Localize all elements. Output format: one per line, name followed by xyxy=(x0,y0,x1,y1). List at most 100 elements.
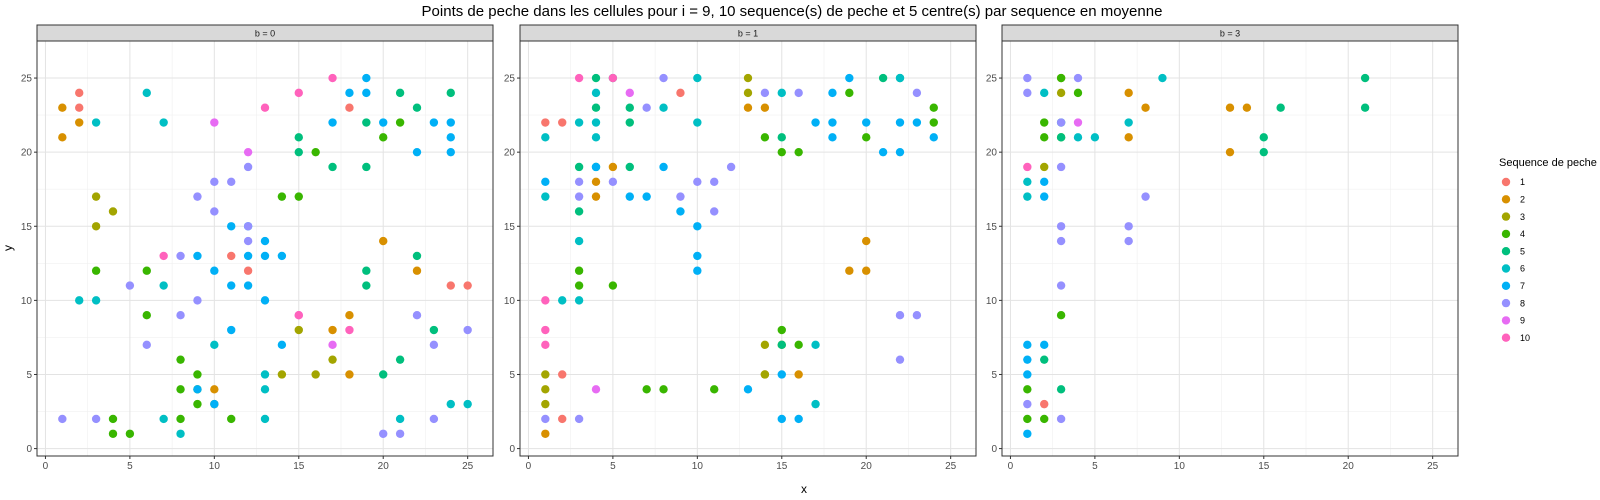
data-point: 2, 6 xyxy=(1040,355,1049,364)
data-point: 13, 4 xyxy=(260,385,270,394)
data-point: 7, 15 xyxy=(1124,222,1133,231)
y-tick-label: 25 xyxy=(504,74,516,85)
data-point: 1, 5 xyxy=(541,370,550,379)
facet-strip xyxy=(36,24,494,42)
data-point: 20, 12 xyxy=(862,266,871,275)
data-point: 1, 4 xyxy=(541,385,550,394)
data-point: 17, 22 xyxy=(328,118,337,127)
data-point: 17, 7 xyxy=(328,340,337,350)
data-point: 3, 21 xyxy=(1056,133,1066,142)
data-point: 2, 24 xyxy=(75,88,84,98)
data-point: 21, 6 xyxy=(395,355,405,364)
data-point: 10, 15 xyxy=(693,222,702,231)
data-point: 19, 19 xyxy=(362,162,371,172)
data-point: 19, 12 xyxy=(362,266,371,275)
data-point: 19, 22 xyxy=(362,118,371,127)
data-points: 1, 222, 229, 242, 52, 21, 14, 174, 185, … xyxy=(541,73,938,438)
data-point: 15, 21 xyxy=(294,133,303,142)
data-point: 9, 17 xyxy=(676,192,685,201)
data-point: 15, 8 xyxy=(777,325,786,335)
y-tick-label: 20 xyxy=(986,148,998,159)
data-points: 2, 24 2, 23 11, 13 12, 12 24, 11 25, 11 18, 23… xyxy=(58,73,472,438)
data-point: 6, 22 xyxy=(625,118,634,127)
data-point: 16, 20 xyxy=(311,147,320,157)
data-point: 4, 21 xyxy=(1073,133,1083,142)
data-point: 5, 1 xyxy=(125,429,135,438)
data-point: 18, 23 xyxy=(345,103,354,112)
data-point: 3, 2 xyxy=(574,414,584,424)
data-point: 8, 17 xyxy=(1141,192,1150,201)
data-point: 7, 23 xyxy=(642,103,651,112)
data-point: 16, 7 xyxy=(794,340,803,350)
data-point: 3, 16 xyxy=(574,207,584,216)
data-point: 22, 20 xyxy=(412,147,422,157)
x-tick-label: 25 xyxy=(1427,461,1439,472)
data-point: 1, 18 xyxy=(1023,177,1032,187)
data-point: 5, 19 xyxy=(608,162,618,172)
legend-key xyxy=(1501,316,1511,325)
data-point: 1, 21 xyxy=(541,133,550,142)
data-point: 1, 5 xyxy=(1023,370,1032,379)
y-tick-label: 10 xyxy=(21,296,33,307)
data-point: 12, 20 xyxy=(243,147,253,157)
y-tick-label: 0 xyxy=(991,444,997,455)
data-point: 10, 18 xyxy=(693,177,702,187)
data-point: 1, 3 xyxy=(1023,399,1032,409)
data-point: 2, 5 xyxy=(558,370,567,379)
data-point: 20, 14 xyxy=(379,236,388,246)
data-point: 20, 22 xyxy=(379,118,388,127)
legend-item: 7 xyxy=(1501,281,1525,291)
data-point: 22, 13 xyxy=(412,251,422,261)
data-point: 14, 21 xyxy=(760,133,770,142)
data-point: 12, 19 xyxy=(726,162,736,172)
legend-key xyxy=(1501,229,1511,239)
data-point: 24, 21 xyxy=(446,133,455,142)
data-point: 7, 11 xyxy=(159,281,168,290)
data-point: 23, 9 xyxy=(912,310,922,320)
data-point: 3, 19 xyxy=(574,162,584,172)
data-point: 1, 1 xyxy=(541,429,550,438)
plot-background xyxy=(37,41,493,456)
data-point: 2, 23 xyxy=(75,103,84,112)
data-point: 7, 13 xyxy=(159,251,168,261)
gridlines xyxy=(1002,41,1458,456)
data-point: 24, 21 xyxy=(929,133,938,142)
data-point: 8, 6 xyxy=(176,355,185,364)
data-point: 1, 22 xyxy=(541,118,550,127)
data-point: 13, 23 xyxy=(260,103,270,112)
data-point: 5, 21 xyxy=(1090,133,1100,142)
facet-panel: 1, 222, 229, 242, 52, 21, 14, 174, 185, … xyxy=(504,24,977,472)
plot-background xyxy=(1002,41,1458,456)
data-point: 12, 13 xyxy=(243,251,253,261)
legend-item: 6 xyxy=(1501,264,1525,274)
data-point: 10, 18 xyxy=(210,177,219,187)
data-point: 24, 24 xyxy=(446,88,455,98)
data-point: 3, 15 xyxy=(91,222,101,231)
legend: Sequence de peche 1 2 3 4 5 6 7 8 9 10 xyxy=(1499,157,1597,343)
legend-label: 7 xyxy=(1520,281,1525,291)
data-point: 16, 24 xyxy=(794,88,803,98)
data-point: 15, 9 xyxy=(294,310,303,320)
x-tick-label: 15 xyxy=(1258,461,1270,472)
x-tick-label: 0 xyxy=(526,461,532,472)
legend-key xyxy=(1501,212,1511,221)
data-point: 17, 3 xyxy=(811,399,820,409)
data-point: 8, 4 xyxy=(176,385,185,394)
data-point: 13, 23 xyxy=(743,103,753,112)
data-points: 2, 3 7, 24 7, 21 8, 23 13, 23 14, 23 13, 20 2, … xyxy=(1023,73,1370,438)
data-point: 21, 25 xyxy=(1360,73,1370,83)
facet-strip-label: b = 1 xyxy=(738,29,758,39)
data-point: 15, 17 xyxy=(294,192,303,201)
x-tick-label: 20 xyxy=(378,461,390,472)
data-point: 1, 1 xyxy=(1023,429,1032,438)
data-point: 10, 7 xyxy=(210,340,219,350)
x-tick-label: 15 xyxy=(776,461,788,472)
data-point: 13, 14 xyxy=(260,236,270,246)
data-point: 7, 14 xyxy=(1124,236,1133,246)
x-axis-title: x xyxy=(801,482,807,496)
data-point: 18, 9 xyxy=(345,310,354,320)
data-point: 2, 19 xyxy=(1040,162,1049,172)
data-point: 6, 12 xyxy=(142,266,151,275)
data-point: 8, 13 xyxy=(176,251,185,261)
